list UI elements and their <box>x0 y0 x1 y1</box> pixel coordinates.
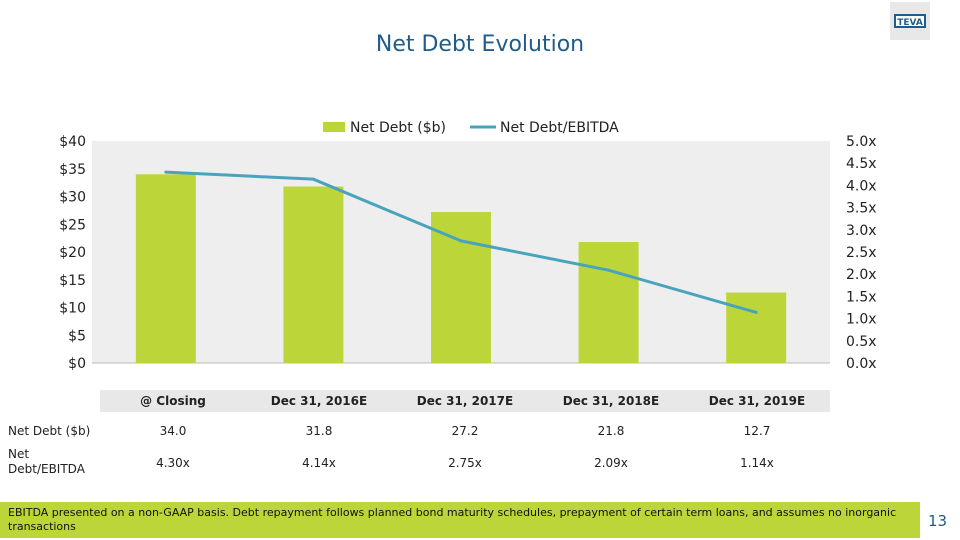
y-right-tick-label: 2.0x <box>846 267 877 283</box>
bar-net-debt <box>431 212 491 363</box>
y-left-tick-label: $10 <box>59 301 86 317</box>
table-header-cell: Dec 31, 2016E <box>270 394 368 408</box>
y-right-tick-label: 1.5x <box>846 289 877 305</box>
y-right-tick-label: 4.5x <box>846 156 877 172</box>
legend-swatch-net-debt <box>323 122 345 132</box>
table-cell: 21.8 <box>597 424 625 438</box>
point-net-debt-ebitda <box>607 268 611 272</box>
table-cell: 4.30x <box>156 456 190 470</box>
table-cell: 2.75x <box>448 456 482 470</box>
y-left-tick-label: $15 <box>59 273 86 289</box>
y-left-tick-label: $40 <box>59 134 86 150</box>
bar-net-debt <box>578 242 639 363</box>
y-left-tick-label: $35 <box>59 162 86 178</box>
table-cell: 2.09x <box>594 456 628 470</box>
table-cell: 34.0 <box>159 424 187 438</box>
table-cell: 12.7 <box>743 424 771 438</box>
y-right-tick-label: 4.0x <box>846 178 877 194</box>
page-title: Net Debt Evolution <box>375 32 585 57</box>
y-right-tick-label: 1.0x <box>846 312 877 328</box>
table-cell: 1.14x <box>740 456 774 470</box>
point-net-debt-ebitda <box>311 177 315 181</box>
page-number: 13 <box>928 512 948 530</box>
teva-logo-icon: TEVA <box>894 14 926 28</box>
y-left-tick-label: $25 <box>59 217 86 233</box>
y-right-tick-label: 3.0x <box>846 223 877 239</box>
bar-net-debt <box>135 174 196 363</box>
y-right-tick-label: 5.0x <box>846 134 877 150</box>
point-net-debt-ebitda <box>754 310 758 314</box>
table-header-cell: Dec 31, 2018E <box>562 394 660 408</box>
point-net-debt-ebitda <box>459 239 463 243</box>
net-debt-chart: $0 $5 $10 $15 $20 $25 $30 $35 $40 0.0x 0.5x 1.0x 1.5… <box>59 120 877 372</box>
table-row-net-debt-ebitda: 4.30x 4.14x 2.75x 2.09x 1.14x <box>100 456 830 470</box>
y-left-tick-label: $5 <box>68 328 86 344</box>
table-header-cell: Dec 31, 2017E <box>416 394 514 408</box>
legend-label-net-debt-ebitda: Net Debt/EBITDA <box>500 120 619 136</box>
bar-net-debt <box>726 292 787 363</box>
y-right-tick-label: 0.0x <box>846 356 877 372</box>
bar-net-debt <box>283 186 344 363</box>
table-header-cell: @ Closing <box>140 394 206 408</box>
table-cell: 4.14x <box>302 456 336 470</box>
table-cell: 27.2 <box>451 424 479 438</box>
legend-label-net-debt: Net Debt ($b) <box>350 120 446 136</box>
svg-text:TEVA: TEVA <box>897 18 923 28</box>
teva-logo: TEVA <box>890 2 930 40</box>
y-left-tick-label: $20 <box>59 245 86 261</box>
table-cell: 31.8 <box>305 424 333 438</box>
y-left-tick-label: $0 <box>68 356 86 372</box>
table-row-net-debt: 34.0 31.8 27.2 21.8 12.7 <box>100 424 830 438</box>
y-right-tick-label: 2.5x <box>846 245 877 261</box>
footnote: EBITDA presented on a non-GAAP basis. De… <box>0 502 920 538</box>
y-right-tick-label: 0.5x <box>846 334 877 350</box>
point-net-debt-ebitda <box>164 170 168 174</box>
row-label-net-debt: Net Debt ($b) <box>8 424 91 438</box>
table-header-cell: Dec 31, 2019E <box>708 394 806 408</box>
table-header: @ Closing Dec 31, 2016E Dec 31, 2017E De… <box>100 390 830 412</box>
y-left-tick-label: $30 <box>59 190 86 206</box>
y-right-tick-label: 3.5x <box>846 201 877 217</box>
row-label-net-debt-ebitda: Net Debt/EBITDA <box>8 447 85 476</box>
